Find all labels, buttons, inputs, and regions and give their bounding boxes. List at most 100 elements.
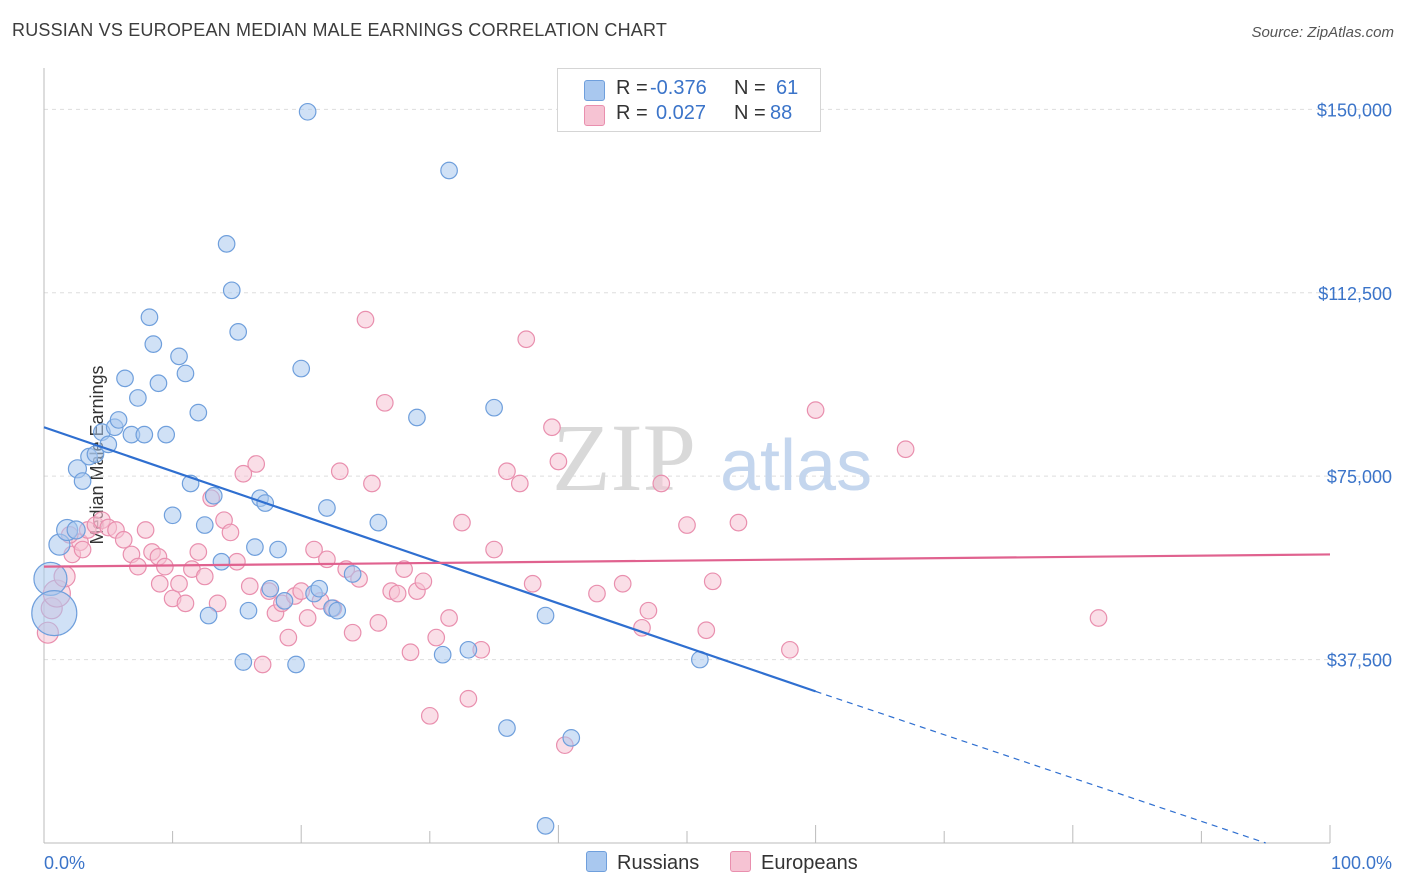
russians-label: Russians — [617, 852, 700, 874]
europeans-point — [208, 594, 227, 613]
russians-point — [275, 592, 294, 610]
europeans-point — [639, 601, 658, 620]
europeans-point — [543, 418, 561, 437]
russians-point — [144, 335, 163, 353]
europeans-point — [401, 643, 420, 662]
europeans-swatch — [730, 851, 751, 872]
europeans-point — [485, 540, 503, 559]
legend-r-value: -0.376 — [650, 77, 707, 99]
russians-point — [212, 552, 231, 571]
russians-point — [109, 411, 128, 429]
europeans-point — [1089, 609, 1108, 627]
russians-point — [298, 102, 317, 121]
europeans-point — [305, 540, 323, 559]
russians-point — [31, 590, 78, 637]
europeans-points — [36, 310, 1108, 755]
europeans-point — [440, 609, 458, 627]
russians-point — [343, 565, 362, 583]
europeans-point — [498, 462, 516, 481]
europeans-point — [195, 567, 214, 586]
europeans-point — [652, 474, 671, 493]
europeans-point — [896, 440, 915, 459]
europeans-trend-line — [43, 553, 1331, 568]
russians-point — [195, 516, 214, 534]
russians-point — [116, 369, 134, 388]
russians-point — [129, 389, 147, 407]
russians-point — [328, 601, 347, 620]
russians-point — [189, 403, 208, 422]
europeans-point — [703, 572, 722, 591]
europeans-point — [388, 584, 407, 603]
europeans-point — [114, 530, 133, 549]
europeans-point — [781, 640, 799, 659]
russians-points — [31, 102, 709, 835]
legend-r-label: R = — [616, 77, 648, 99]
russians-point — [369, 513, 388, 532]
russians-point — [246, 538, 264, 556]
europeans-point — [176, 594, 195, 613]
europeans-point — [136, 521, 155, 539]
europeans-point — [453, 513, 471, 532]
europeans-point — [343, 623, 362, 642]
russians-point — [459, 640, 478, 659]
europeans-point — [170, 574, 188, 593]
europeans-point — [330, 462, 349, 481]
europeans-point — [806, 401, 825, 419]
x-tick-labels: 0.0% 100.0% — [44, 853, 1392, 873]
europeans-point — [678, 516, 696, 534]
europeans-point — [221, 523, 240, 542]
europeans-label: Europeans — [761, 852, 858, 874]
russians-point — [433, 645, 452, 664]
legend-n-value: 88 — [770, 102, 793, 124]
europeans-point — [420, 706, 439, 725]
europeans-point — [150, 574, 169, 593]
russians-point — [318, 499, 336, 517]
russians-point — [440, 161, 458, 180]
europeans-point — [363, 474, 381, 493]
legend-r-value: 0.027 — [656, 102, 707, 124]
europeans-point — [414, 572, 433, 591]
europeans-point — [369, 614, 388, 632]
europeans-point — [234, 464, 253, 483]
russians-point — [73, 472, 92, 490]
watermark-zip: ZIP — [552, 404, 696, 511]
europeans-point — [729, 513, 748, 532]
europeans-point — [73, 540, 92, 559]
russians-point — [408, 408, 426, 427]
russians-trend-extension — [815, 690, 1266, 844]
bottom-legend-russians: Russians — [586, 851, 699, 875]
watermark-atlas: atlas — [720, 426, 872, 506]
bottom-legend-europeans: Europeans — [730, 851, 858, 875]
russians-swatch — [584, 80, 605, 101]
russians-point — [199, 606, 218, 625]
europeans-point — [510, 474, 529, 493]
y-tick-label: $112,500 — [1318, 284, 1392, 304]
europeans-point — [517, 330, 536, 349]
europeans-point — [633, 618, 651, 637]
russians-point — [140, 308, 159, 327]
russians-point — [485, 398, 503, 417]
correlation-legend: R = -0.376 N = 61 R = 0.027 N = 88 — [557, 68, 821, 132]
russians-point — [536, 817, 555, 835]
russians-point — [239, 601, 258, 620]
russians-point — [135, 425, 154, 444]
chart-title: RUSSIAN VS EUROPEAN MEDIAN MALE EARNINGS… — [12, 20, 668, 40]
russians-point — [163, 506, 182, 525]
source-note: Source: ZipAtlas.com — [1251, 24, 1394, 41]
europeans-point — [427, 628, 446, 647]
russians-point — [562, 728, 581, 747]
europeans-point — [356, 310, 375, 329]
y-tick-labels: $37,500 $75,000 $112,500 $150,000 — [1317, 100, 1392, 670]
europeans-point — [549, 452, 568, 471]
russians-trend-line — [43, 426, 816, 693]
europeans-point — [253, 655, 272, 674]
russians-point — [204, 486, 223, 505]
russians-point — [176, 364, 195, 383]
russians-point — [498, 719, 516, 737]
russians-point — [170, 347, 188, 366]
legend-n-label: N = — [734, 77, 766, 99]
russians-point — [536, 606, 555, 625]
axes — [43, 68, 1331, 844]
legend-n-value: 61 — [776, 77, 799, 99]
